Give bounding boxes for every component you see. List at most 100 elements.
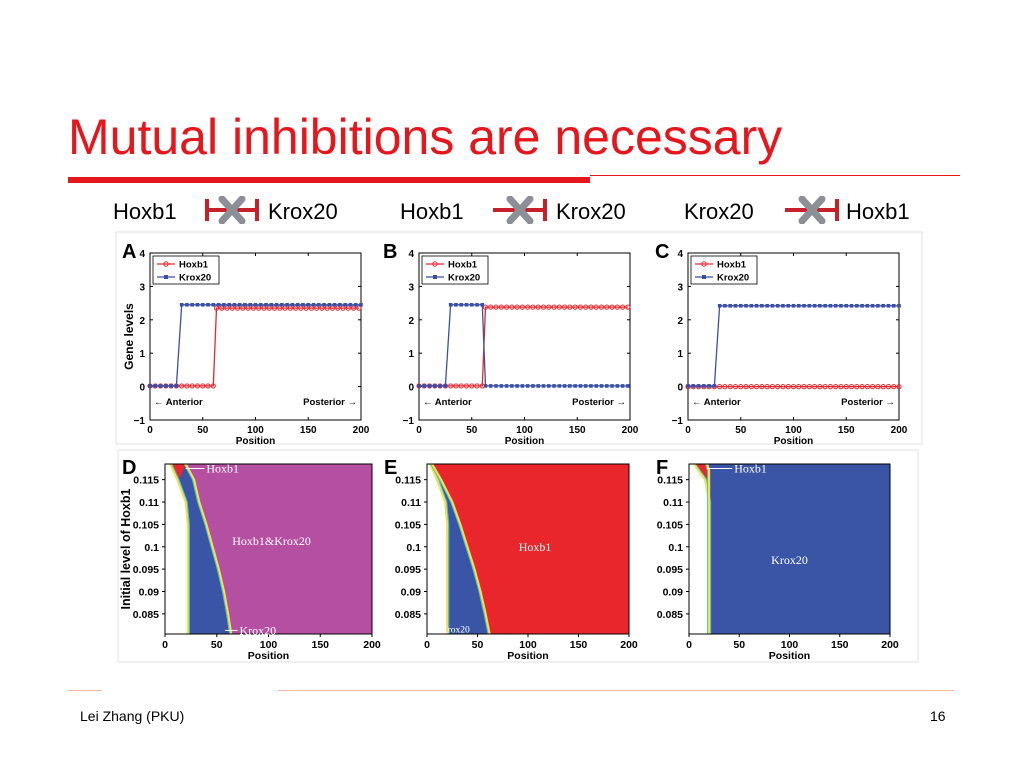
data-point-hoxb1 <box>743 384 749 390</box>
data-point-krox20 <box>190 302 194 307</box>
data-point-krox20 <box>738 303 743 308</box>
x-tick-label: 50 <box>733 639 745 651</box>
data-point-krox20 <box>499 384 504 388</box>
y-tick-label: 0.105 <box>657 519 683 531</box>
data-point-krox20 <box>332 302 337 307</box>
data-point-krox20 <box>322 302 326 307</box>
region-label: Krox20 <box>240 623 277 637</box>
data-point-hoxb1 <box>458 383 464 389</box>
data-point-hoxb1 <box>324 305 330 311</box>
data-point-hoxb1 <box>224 305 230 311</box>
condition-labels: Hoxb1 Krox20 Hoxb1 Krox20 Krox20 Hoxb1 <box>0 190 1024 230</box>
data-point-krox20 <box>531 384 535 388</box>
y-tick-label: 0.095 <box>395 564 421 576</box>
page-number: 16 <box>930 708 946 724</box>
data-point-hoxb1 <box>200 383 206 389</box>
boundary-right <box>431 463 491 635</box>
data-point-krox20 <box>860 303 864 308</box>
legend-marker <box>163 261 169 267</box>
data-point-krox20 <box>206 302 210 307</box>
y-tick-label: 0.095 <box>657 564 683 576</box>
annotation-posterior: Posterior → <box>841 397 895 408</box>
data-point-krox20 <box>849 303 854 308</box>
data-point-krox20 <box>443 384 448 388</box>
data-point-krox20 <box>546 384 551 388</box>
x-axis-label: Position <box>769 650 810 662</box>
annotation-posterior: Posterior → <box>303 397 357 408</box>
legend-label: Krox20 <box>717 273 749 284</box>
data-point-krox20 <box>876 303 880 308</box>
data-point-hoxb1 <box>551 304 557 310</box>
data-point-krox20 <box>770 303 775 308</box>
x-axis-label: Position <box>248 650 289 662</box>
y-tick-label: 0.095 <box>133 564 159 576</box>
data-point-krox20 <box>253 302 258 307</box>
data-point-hoxb1 <box>864 384 870 390</box>
y-tick-label: 0.11 <box>663 497 683 509</box>
data-point-krox20 <box>438 384 442 388</box>
x-tick-label: 100 <box>785 425 802 436</box>
x-tick-label: 0 <box>685 425 691 436</box>
x-tick-label: 150 <box>838 425 855 436</box>
y-tick-label: 2 <box>677 316 683 327</box>
data-point-krox20 <box>464 302 469 307</box>
data-point-hoxb1 <box>780 384 786 390</box>
y-tick-label: 2 <box>408 316 414 327</box>
annotation-anterior: ← Anterior <box>154 397 203 408</box>
legend <box>421 255 489 285</box>
data-point-krox20 <box>775 303 780 308</box>
data-point-hoxb1 <box>604 304 610 310</box>
x-tick-label: 150 <box>570 639 588 651</box>
data-point-hoxb1 <box>234 305 241 311</box>
x-axis-label: Position <box>507 650 548 662</box>
data-point-krox20 <box>886 303 891 308</box>
data-point-krox20 <box>195 302 200 307</box>
y-tick-label: 0.09 <box>139 587 160 599</box>
data-point-hoxb1 <box>266 305 272 311</box>
data-point-hoxb1 <box>340 305 346 311</box>
data-point-krox20 <box>520 384 525 388</box>
data-point-krox20 <box>427 384 432 388</box>
data-point-hoxb1 <box>577 304 584 310</box>
data-point-hoxb1 <box>184 383 190 389</box>
blocked-inhibition-icon <box>205 196 259 224</box>
panel-f: F 0 50 100 150 200 0.085 0.09 0.095 0.1 0.105 0.11 0… <box>656 457 899 662</box>
data-point-krox20 <box>317 302 321 307</box>
data-point-krox20 <box>610 384 614 388</box>
x-axis-label: Position <box>774 436 813 447</box>
annotation-posterior: Posterior → <box>572 397 626 408</box>
y-tick-label: 0.115 <box>133 475 159 487</box>
data-point-krox20 <box>823 303 827 308</box>
data-point-krox20 <box>781 303 785 308</box>
y-tick-label: 4 <box>408 249 414 260</box>
x-tick-label: 200 <box>620 639 638 651</box>
data-point-krox20 <box>541 384 546 388</box>
data-point-hoxb1 <box>229 305 235 311</box>
data-point-krox20 <box>264 302 268 307</box>
x-tick-label: 0 <box>416 425 422 436</box>
x-tick-label: 0 <box>147 425 153 436</box>
boundary-right <box>706 463 711 634</box>
data-point-krox20 <box>807 303 812 308</box>
data-point-hoxb1 <box>827 384 834 390</box>
data-point-krox20 <box>515 384 519 388</box>
data-point-krox20 <box>686 384 690 388</box>
data-point-krox20 <box>475 302 479 307</box>
y-axis-label: Gene levels <box>122 303 136 370</box>
data-point-hoxb1 <box>785 384 791 390</box>
region-fill <box>689 464 890 634</box>
data-point-hoxb1 <box>329 305 336 311</box>
data-point-krox20 <box>216 302 221 307</box>
condition-b-left: Hoxb1 <box>400 199 464 224</box>
data-point-hoxb1 <box>885 384 892 390</box>
data-point-hoxb1 <box>614 304 620 310</box>
data-point-krox20 <box>865 303 870 308</box>
data-point-hoxb1 <box>859 384 865 390</box>
data-point-hoxb1 <box>213 305 220 311</box>
data-point-hoxb1 <box>796 384 802 390</box>
x-tick-label: 200 <box>891 425 908 436</box>
data-point-krox20 <box>583 384 588 388</box>
boundary-left-inner <box>171 463 190 634</box>
y-tick-label: 3 <box>677 282 683 293</box>
